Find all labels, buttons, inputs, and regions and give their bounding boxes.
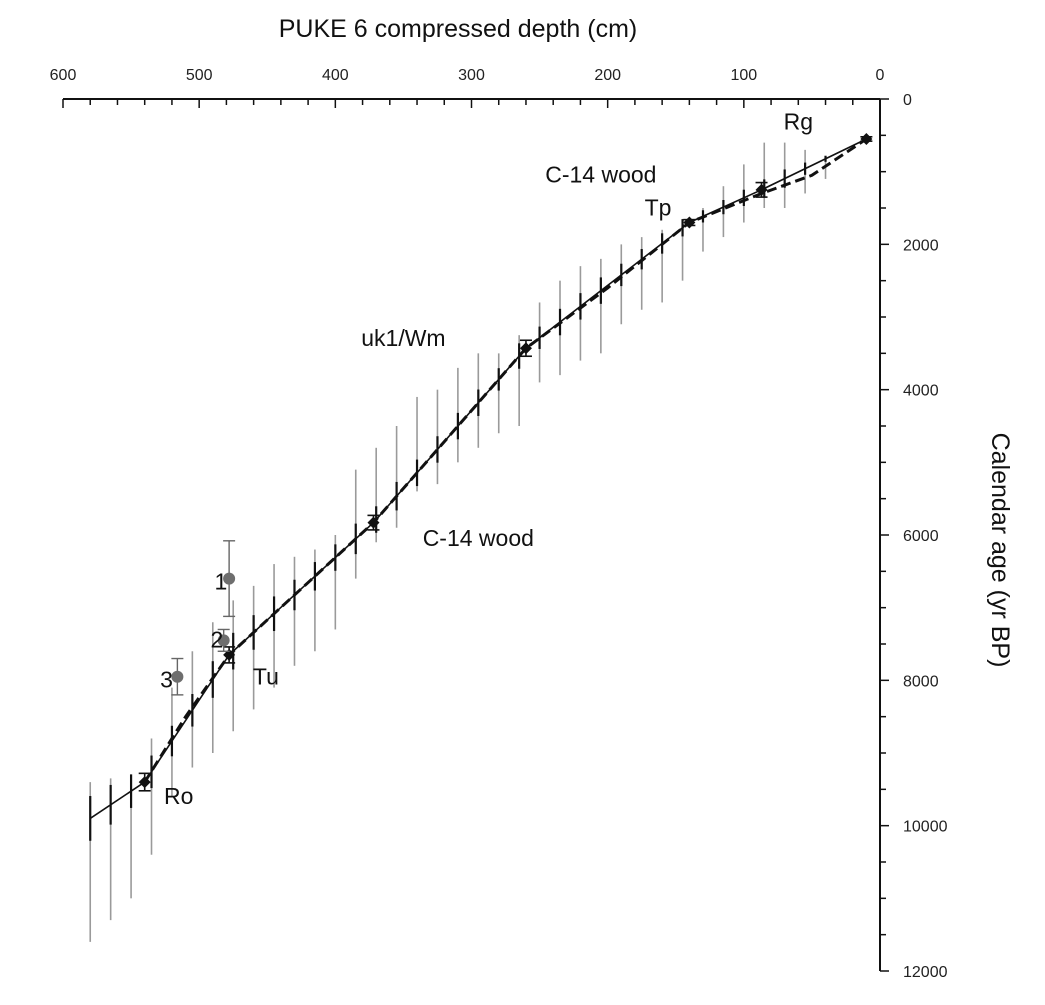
y-axis-title: Calendar age (yr BP) (986, 433, 1014, 668)
solid-age-model-line (89, 138, 867, 820)
x-axis-title: PUKE 6 compressed depth (cm) (279, 15, 637, 43)
y-tick-label: 12000 (903, 964, 948, 981)
x-tick-label: 300 (458, 67, 485, 84)
y-tick-label: 2000 (903, 237, 939, 254)
uncertainty-bars (89, 142, 827, 942)
axes: 600 500 400 300 200 100 0020004000600080001000… (50, 67, 948, 981)
x-tick-label: 600 (50, 67, 77, 84)
dated-horizon-marker (138, 776, 151, 789)
y-tick-label: 4000 (903, 383, 939, 400)
y-tick-label: 6000 (903, 528, 939, 545)
grey-point (217, 634, 230, 647)
annotation-label: 1 (215, 569, 228, 595)
annotation-label: Tu (253, 664, 279, 690)
dated-horizon-marker (519, 342, 532, 355)
dated-horizon-marker (860, 132, 873, 145)
dated-horizon-marker (683, 216, 696, 229)
dated-horizon-marker (367, 516, 380, 529)
y-tick-label: 8000 (903, 673, 939, 690)
x-tick-label: 500 (186, 67, 213, 84)
y-tick-label: 0 (903, 92, 912, 109)
x-tick-label: 400 (322, 67, 349, 84)
markers (138, 132, 873, 792)
dashed-age-model-line (143, 137, 868, 783)
annotations: Rg C-14 wood Tp uk1/Wm C-14 wood 1 2 Tu 3 Ro (160, 109, 813, 809)
annotation-label: Rg (784, 109, 813, 135)
annotation-label: uk1/Wm (361, 325, 445, 351)
annotation-label: 3 (160, 667, 173, 693)
annotation-label: C-14 wood (423, 525, 534, 551)
x-tick-label: 200 (594, 67, 621, 84)
annotation-label: Ro (164, 783, 193, 809)
grey-point (223, 572, 236, 585)
grey-point (171, 670, 184, 683)
annotation-label: Tp (645, 194, 672, 220)
dated-horizon-marker (755, 183, 768, 196)
x-tick-label: 0 (876, 67, 885, 84)
annotation-label: 2 (210, 627, 223, 653)
series (89, 137, 868, 820)
annotation-label: C-14 wood (545, 162, 656, 188)
x-tick-label: 100 (730, 67, 757, 84)
y-tick-label: 10000 (903, 819, 948, 836)
